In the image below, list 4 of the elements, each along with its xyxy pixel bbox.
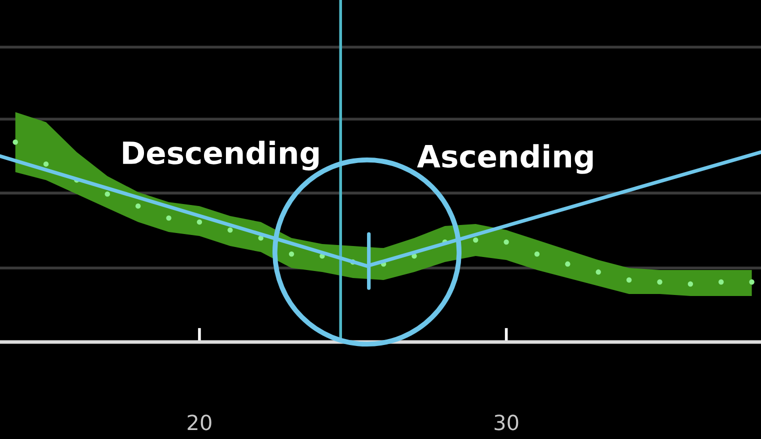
annotation: Ascending xyxy=(417,144,593,174)
x-tick-label: 30 xyxy=(494,414,518,430)
annotation: Descending xyxy=(123,140,319,171)
x-tick-label: 20 xyxy=(188,414,212,430)
